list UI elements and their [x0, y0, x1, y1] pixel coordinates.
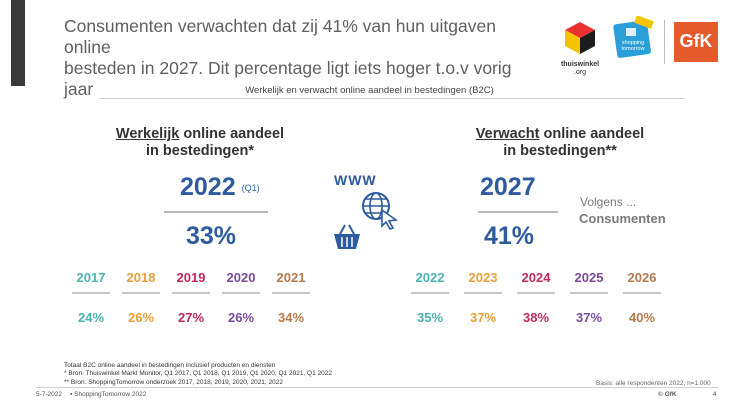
left-year-label: 2019 — [176, 270, 206, 285]
footer-date: 5-7-2022 — [36, 391, 63, 398]
footnote-2: * Bron: Thuiswinkel Markt Monitor, Q1 20… — [64, 370, 332, 378]
right-big-year: 2027 — [480, 173, 536, 201]
www-label: WWW — [334, 172, 377, 188]
left-heading-rest: online aandeel — [179, 126, 285, 142]
left-year-divider — [164, 211, 268, 213]
footnote-1: Totaal B2C online aandeel in bestedingen… — [64, 362, 276, 369]
left-year-label: 2018 — [126, 270, 156, 285]
footnotes: Totaal B2C online aandeel in bestedingen… — [64, 362, 332, 387]
right-heading: Verwacht online aandeel in bestedingen** — [460, 126, 660, 160]
left-year-value: 27% — [177, 310, 205, 325]
footer-copyright: © GfK — [658, 391, 677, 398]
footer-event: ▪ ShoppingTomorrow 2022 — [70, 391, 147, 398]
right-year-label: 2023 — [468, 270, 498, 285]
footer-divider — [36, 387, 718, 388]
logo-divider — [664, 20, 665, 64]
left-year-divider — [122, 292, 160, 294]
right-year-divider — [570, 292, 608, 294]
right-year-label: 2024 — [521, 270, 551, 285]
right-heading-line2: in bestedingen** — [503, 143, 617, 159]
left-big-year: 2022 (Q1) — [180, 173, 260, 201]
left-heading-emphasis: Werkelijk — [115, 126, 180, 142]
left-year-divider — [172, 292, 210, 294]
left-year-divider — [222, 292, 260, 294]
basis-note: Basis: alle respondenten 2022, n=1.000 — [596, 380, 711, 387]
right-year-divider — [517, 292, 555, 294]
left-year-label: 2021 — [276, 270, 306, 285]
globe-cursor-icon — [362, 192, 398, 230]
thuiswinkel-text: thuiswinkel .org — [560, 61, 600, 76]
left-year-value: 26% — [227, 310, 255, 325]
right-year-value: 37% — [469, 310, 497, 325]
shoppingtomorrow-logo: shopping tomorrow — [611, 15, 655, 60]
left-year-note: (Q1) — [241, 183, 260, 194]
consumenten-label: Consumenten — [579, 211, 666, 226]
chart-subtitle: Werkelijk en verwacht online aandeel in … — [245, 85, 494, 96]
left-big-percentage: 33% — [186, 222, 237, 250]
subtitle-divider — [100, 98, 684, 99]
left-heading: Werkelijk online aandeel in bestedingen* — [100, 126, 300, 160]
right-year-value: 38% — [522, 310, 550, 325]
right-heading-rest: online aandeel — [539, 126, 645, 142]
right-year-label: 2022 — [415, 270, 445, 285]
left-heading-line2: in bestedingen* — [146, 143, 254, 159]
thuiswinkel-logo: thuiswinkel .org — [557, 20, 603, 77]
page-number: 4 — [713, 391, 717, 398]
right-year-divider — [623, 292, 661, 294]
gfk-logo-text: GfK — [679, 31, 713, 51]
left-year-value: 26% — [127, 310, 155, 325]
shoppingtomorrow-icon — [613, 15, 654, 58]
right-year-divider — [478, 211, 558, 213]
left-year-label: 2020 — [226, 270, 256, 285]
right-year-label: 2025 — [574, 270, 604, 285]
shopping-basket-icon — [334, 224, 360, 249]
right-year-divider — [411, 292, 449, 294]
right-big-percentage: 41% — [484, 222, 535, 250]
side-accent-bar — [11, 0, 25, 86]
right-heading-emphasis: Verwacht — [475, 126, 540, 142]
right-year-value: 35% — [416, 310, 444, 325]
volgens-label: Volgens ... — [580, 195, 637, 209]
title-line-2: besteden in 2027. Dit percentage ligt ie… — [64, 58, 512, 99]
left-year-divider — [272, 292, 310, 294]
gfk-logo: GfK — [674, 22, 718, 62]
thuiswinkel-cube-icon — [565, 22, 595, 54]
left-year-divider — [72, 292, 110, 294]
gfk-logo-icon — [674, 22, 718, 62]
right-year-value: 40% — [628, 310, 656, 325]
shoppingtomorrow-text: shopping tomorrow — [621, 40, 645, 52]
left-year-label: 2017 — [76, 270, 106, 285]
left-year-value: 34% — [277, 310, 305, 325]
title-line-1: Consumenten verwachten dat zij 41% van h… — [64, 16, 496, 57]
slide-title: Consumenten verwachten dat zij 41% van h… — [64, 16, 534, 100]
footnote-3: ** Bron: ShoppingTomorrow onderzoek 2017… — [64, 378, 283, 386]
right-year-value: 37% — [575, 310, 603, 325]
left-year-value: 24% — [77, 310, 105, 325]
right-year-label: 2026 — [627, 270, 657, 285]
right-year-divider — [464, 292, 502, 294]
